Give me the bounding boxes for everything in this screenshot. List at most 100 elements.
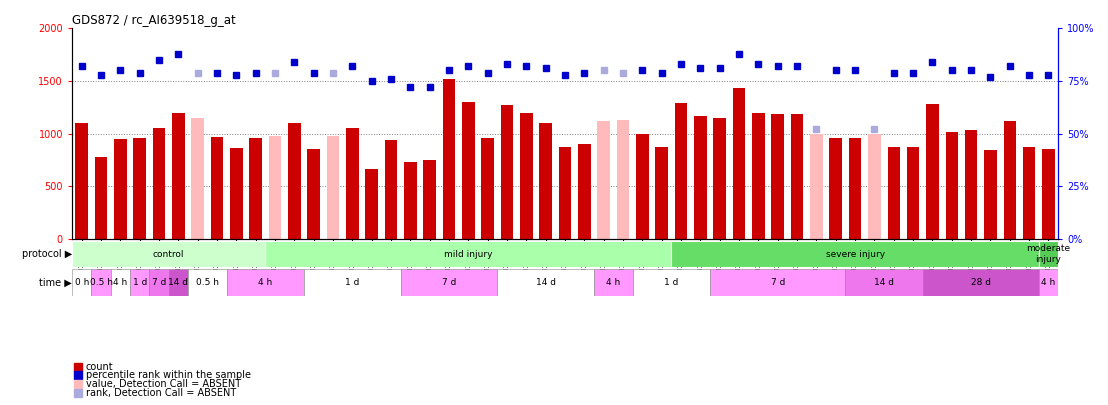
Bar — [617, 120, 629, 239]
Text: 28 d: 28 d — [971, 278, 991, 287]
Bar — [153, 128, 165, 239]
Bar — [849, 138, 861, 239]
Bar — [307, 149, 320, 239]
Bar — [791, 114, 803, 239]
Bar — [114, 139, 126, 239]
Text: 1 d: 1 d — [133, 278, 147, 287]
Bar — [72, 241, 266, 267]
Bar — [578, 144, 591, 239]
Bar — [869, 134, 881, 239]
Bar — [710, 269, 845, 296]
Bar — [423, 160, 437, 239]
Bar — [192, 118, 204, 239]
Bar — [211, 137, 224, 239]
Bar — [1004, 121, 1016, 239]
Bar — [965, 130, 977, 239]
Bar — [594, 269, 633, 296]
Text: GDS872 / rc_AI639518_g_at: GDS872 / rc_AI639518_g_at — [72, 14, 236, 27]
Text: 1 d: 1 d — [346, 278, 360, 287]
Bar — [888, 147, 900, 239]
Text: 4 h: 4 h — [113, 278, 127, 287]
Text: rank, Detection Call = ABSENT: rank, Detection Call = ABSENT — [86, 388, 236, 398]
Bar — [249, 138, 261, 239]
Bar — [133, 138, 146, 239]
Bar — [926, 104, 938, 239]
Bar — [72, 269, 91, 296]
Text: 7 d: 7 d — [442, 278, 456, 287]
Bar — [540, 123, 552, 239]
Bar — [227, 269, 304, 296]
Bar — [111, 269, 130, 296]
Bar — [443, 79, 455, 239]
Bar — [1043, 149, 1055, 239]
Bar — [188, 269, 227, 296]
Text: 14 d: 14 d — [536, 278, 556, 287]
Bar — [266, 241, 671, 267]
Bar — [558, 147, 572, 239]
Bar — [75, 123, 88, 239]
Bar — [656, 147, 668, 239]
Bar — [675, 103, 687, 239]
Bar — [366, 169, 378, 239]
Bar — [482, 138, 494, 239]
Text: 7 d: 7 d — [770, 278, 784, 287]
Bar — [304, 269, 401, 296]
Bar — [984, 151, 997, 239]
Bar — [384, 140, 398, 239]
Bar — [130, 269, 150, 296]
Text: control: control — [153, 249, 184, 259]
Bar — [91, 269, 111, 296]
Bar — [636, 134, 648, 239]
Text: 0.5 h: 0.5 h — [90, 278, 113, 287]
Text: 0 h: 0 h — [74, 278, 89, 287]
Bar — [150, 269, 168, 296]
Text: 7 d: 7 d — [152, 278, 166, 287]
Bar — [945, 132, 958, 239]
Bar — [1039, 241, 1058, 267]
Text: 4 h: 4 h — [258, 278, 273, 287]
Bar — [1039, 269, 1058, 296]
Bar — [168, 269, 188, 296]
Bar — [810, 134, 823, 239]
Text: 0.5 h: 0.5 h — [196, 278, 219, 287]
Bar — [694, 116, 707, 239]
Bar — [906, 147, 920, 239]
Bar — [923, 269, 1039, 296]
Text: percentile rank within the sample: percentile rank within the sample — [86, 371, 250, 380]
Text: 14 d: 14 d — [874, 278, 894, 287]
Bar — [752, 113, 765, 239]
Text: 14 d: 14 d — [168, 278, 188, 287]
Bar — [497, 269, 594, 296]
Bar — [269, 136, 281, 239]
Bar — [771, 114, 784, 239]
Bar — [671, 241, 1039, 267]
Bar — [501, 105, 513, 239]
Bar — [327, 136, 339, 239]
Text: value, Detection Call = ABSENT: value, Detection Call = ABSENT — [86, 379, 242, 389]
Bar — [230, 148, 243, 239]
Bar — [401, 269, 497, 296]
Text: count: count — [86, 362, 113, 371]
Text: 4 h: 4 h — [1042, 278, 1056, 287]
Text: moderate
injury: moderate injury — [1026, 245, 1070, 264]
Bar — [633, 269, 710, 296]
Bar — [462, 102, 474, 239]
Bar — [520, 113, 533, 239]
Bar — [845, 269, 923, 296]
Bar — [732, 88, 746, 239]
Text: protocol ▶: protocol ▶ — [22, 249, 72, 259]
Bar — [714, 118, 726, 239]
Bar — [404, 162, 417, 239]
Bar — [172, 113, 185, 239]
Bar — [1023, 147, 1035, 239]
Text: 4 h: 4 h — [606, 278, 620, 287]
Text: mild injury: mild injury — [444, 249, 493, 259]
Bar — [288, 123, 300, 239]
Text: severe injury: severe injury — [825, 249, 884, 259]
Bar — [346, 128, 359, 239]
Bar — [830, 138, 842, 239]
Text: time ▶: time ▶ — [39, 277, 72, 288]
Bar — [95, 157, 107, 239]
Bar — [597, 121, 611, 239]
Text: 1 d: 1 d — [664, 278, 678, 287]
